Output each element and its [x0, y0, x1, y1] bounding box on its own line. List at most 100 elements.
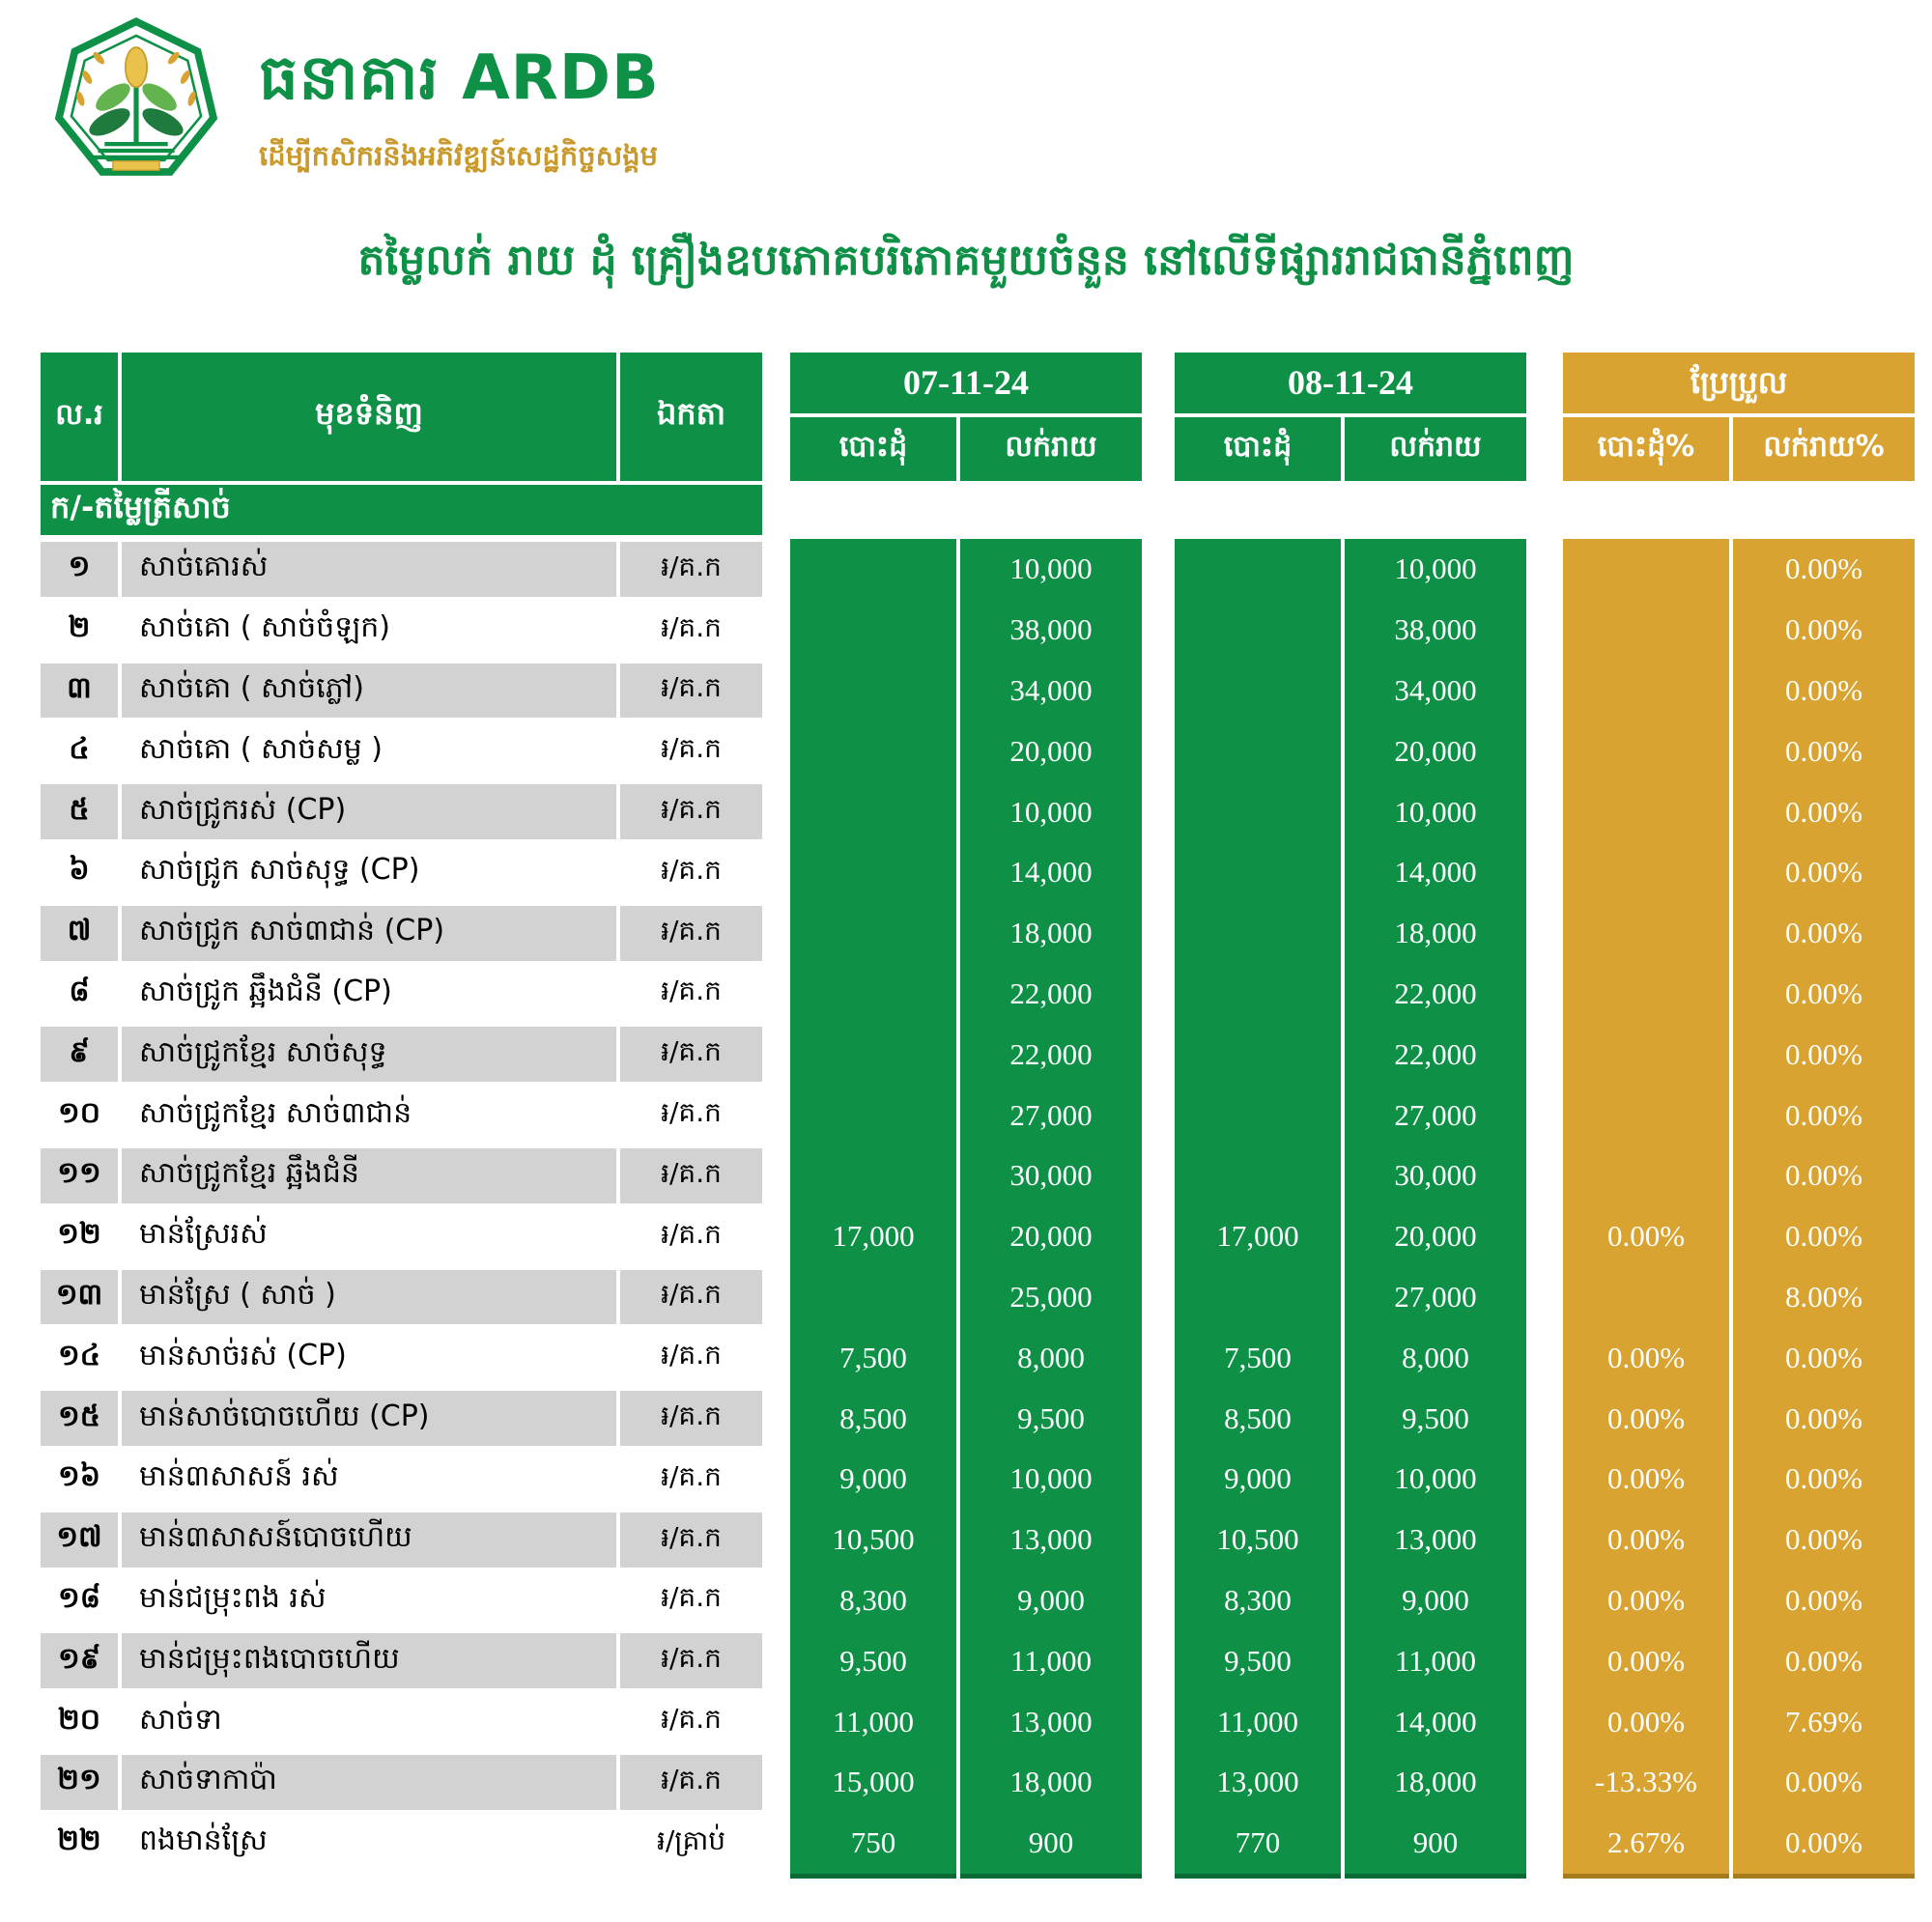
price-cell: 2.67% [1606, 1825, 1686, 1860]
price-cell: 0.00% [1784, 672, 1863, 707]
price-cell: 8,300 [839, 1582, 907, 1617]
row-number: ១៦ [58, 1459, 100, 1494]
date2-retail-header: លក់រាយ [1345, 417, 1526, 481]
price-cell [1563, 964, 1729, 1025]
row-number: ១៣ [41, 1269, 118, 1325]
price-cell: 20,000 [1009, 1219, 1093, 1254]
date1-header: 07-11-24 [790, 353, 1142, 413]
price-cell: 0.00% [1784, 733, 1863, 768]
price-cell: 13,000 [1216, 1765, 1299, 1799]
price-cell: 0.00% [1784, 1461, 1863, 1496]
price-cell: 0.00% [1784, 551, 1863, 586]
item-unit: ៛/គ.ក [620, 542, 762, 597]
price-cell [1563, 600, 1729, 661]
price-cell [1563, 661, 1729, 721]
date2-block: 08-11-24 បោះដុំ លក់រាយ 17,000 7,500 8,500 9… [1175, 353, 1526, 1879]
left-table-header: ល.រ មុខទំនិញ ឯកតា [41, 353, 762, 481]
price-cell: 11,000 [1216, 1704, 1299, 1738]
d1-retail-col: 10,000 38,000 34,000 20,000 10,000 14,000 18,0… [960, 539, 1142, 1879]
item-name: មាន់ស្រែរស់ [139, 1217, 268, 1252]
price-cell: 7,500 [1224, 1340, 1292, 1374]
item-name: សាច់ជ្រូក ឆ្អឹងជំនី (CP) [139, 974, 392, 1008]
price-cell [790, 842, 956, 903]
price-cell [1175, 1145, 1341, 1206]
price-cell: 0.00% [1784, 1097, 1863, 1132]
price-cell: 0.00% [1784, 1219, 1863, 1254]
section-header-meat-prices: ក/-តម្លៃត្រីសាច់ [41, 485, 762, 535]
d2-retail-col: 10,000 38,000 34,000 20,000 10,000 14,000 18,0… [1345, 539, 1526, 1879]
item-name: សាច់ទា [139, 1702, 222, 1737]
table-row: ១៦ មាន់៣សាសន៍ រស់ ៛/គ.ក [41, 1449, 762, 1510]
price-cell: 8,500 [839, 1400, 907, 1435]
price-cell: 900 [1412, 1825, 1459, 1860]
price-cell [1175, 539, 1341, 600]
item-unit: ៛/គ.ក [620, 1754, 762, 1810]
price-cell [1563, 1024, 1729, 1085]
date1-wholesale-header: បោះដុំ [790, 417, 956, 481]
item-unit: ៛/គ.ក [661, 1217, 722, 1250]
price-cell: 0.00% [1784, 1825, 1863, 1860]
row-number: ១៥ [41, 1391, 118, 1446]
brand-block: ធនាគារ ARDB ដើម្បីកសិករនិងអភិវឌ្ឍន៍សេដ្ឋ… [259, 39, 660, 180]
price-cell: 8,300 [1224, 1582, 1292, 1617]
table-row: ៥ សាច់ជ្រូករស់ (CP) ៛/គ.ក [41, 781, 762, 842]
item-name: មាន់ជម្រុះពង រស់ [139, 1580, 327, 1615]
table-row: ៦ សាច់ជ្រូក សាច់សុទ្ធ (CP) ៛/គ.ក [41, 842, 762, 903]
row-number: ១០ [58, 1095, 100, 1130]
table-row: ១៥ មាន់សាច់បោចហើយ (CP) ៛/គ.ក [41, 1388, 762, 1449]
price-cell: 0.00% [1606, 1582, 1686, 1617]
left-table-rows: ១ សាច់គោរស់ ៛/គ.ក ២ សាច់គោ ( សាច់ចំឡក) ៛… [41, 539, 762, 1874]
price-cell: 11,000 [1009, 1643, 1093, 1678]
price-cell: 30,000 [1394, 1158, 1477, 1193]
price-cell: 11,000 [832, 1704, 915, 1738]
price-cell: 22,000 [1394, 975, 1477, 1010]
price-cell: 15,000 [832, 1765, 915, 1799]
row-number: ៥ [41, 784, 118, 839]
row-number: ២២ [57, 1823, 101, 1858]
row-number: ៦ [69, 853, 90, 888]
price-cell [1563, 842, 1729, 903]
price-cell: 18,000 [1394, 1765, 1477, 1799]
item-unit: ៛/គ.ក [661, 1703, 722, 1736]
table-row: ៣ សាច់គោ ( សាច់ភ្លៅ) ៛/គ.ក [41, 661, 762, 721]
price-cell: 38,000 [1009, 612, 1093, 647]
price-cell: 8.00% [1784, 1279, 1863, 1314]
table-row: ១៨ មាន់ជម្រុះពង រស់ ៛/គ.ក [41, 1570, 762, 1631]
date2-wholesale-header: បោះដុំ [1175, 417, 1341, 481]
row-number: ៨ [69, 974, 90, 1008]
price-cell [1175, 781, 1341, 842]
table-row: ១១ សាច់ជ្រូកខ្មែរ ឆ្អឹងជំនី ៛/គ.ក [41, 1145, 762, 1206]
item-name: សាច់គោ ( សាច់ភ្លៅ) [122, 663, 616, 719]
price-cell: 0.00% [1606, 1522, 1686, 1557]
price-cell: 10,000 [1009, 794, 1093, 829]
price-cell: 17,000 [832, 1219, 915, 1254]
item-unit: ៛/គ.ក [620, 1147, 762, 1203]
price-cell: 0.00% [1784, 794, 1863, 829]
item-name: សាច់ជ្រូកខ្មែរ ឆ្អឹងជំនី [122, 1147, 616, 1203]
item-unit: ៛/គ្រាប់ [656, 1823, 726, 1856]
item-unit: ៛/គ.ក [661, 1096, 722, 1129]
price-cell: 9,500 [1402, 1400, 1469, 1435]
item-unit: ៛/គ.ក [620, 1391, 762, 1446]
price-cell: 25,000 [1009, 1279, 1093, 1314]
price-cell: 27,000 [1394, 1279, 1477, 1314]
price-cell: 0.00% [1784, 612, 1863, 647]
row-number: ៧ [41, 905, 118, 961]
price-cell: 7,500 [839, 1340, 907, 1374]
change-block: ប្រែប្រួល បោះដុំ% លក់រាយ% 0.00% 0.00% 0.00… [1563, 353, 1915, 1879]
item-name: សាច់ទាកាប៉ា [122, 1754, 616, 1810]
item-unit: ៛/គ.ក [661, 1339, 722, 1371]
change-retail-header: លក់រាយ% [1733, 417, 1915, 481]
row-number: ២០ [58, 1702, 100, 1737]
item-name: មាន់៣សាសន៍បោចហើយ [122, 1512, 616, 1568]
price-cell: 0.00% [1784, 1765, 1863, 1799]
price-cell [790, 1267, 956, 1328]
table-row: ១៧ មាន់៣សាសន៍បោចហើយ ៛/គ.ក [41, 1510, 762, 1570]
price-cell: 10,000 [1394, 551, 1477, 586]
item-name: ពងមាន់ស្រែ [139, 1823, 268, 1858]
price-cell: 750 [850, 1825, 896, 1860]
price-cell [1563, 1145, 1729, 1206]
item-name: សាច់ជ្រូកខ្មែរ សាច់៣ជាន់ [139, 1095, 412, 1130]
price-cell: 14,000 [1394, 1704, 1477, 1738]
row-number: ១៤ [58, 1338, 100, 1372]
